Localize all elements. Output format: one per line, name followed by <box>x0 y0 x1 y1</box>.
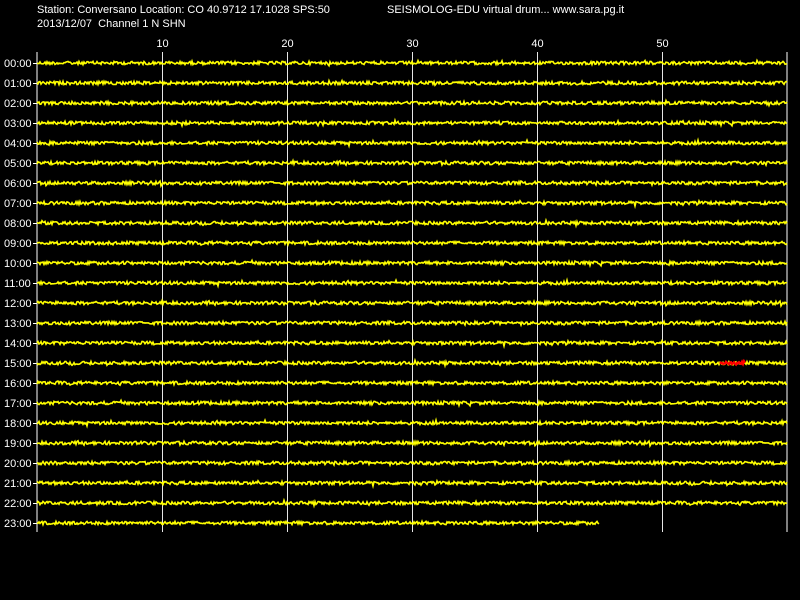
row-label-1200: 12:00 <box>4 298 32 310</box>
row-label-1500: 15:00 <box>4 358 32 370</box>
x-tick-label-30: 30 <box>406 38 418 50</box>
row-label-2200: 22:00 <box>4 498 32 510</box>
row-label-0500: 05:00 <box>4 158 32 170</box>
trace-0400 <box>36 137 788 149</box>
row-label-2300: 23:00 <box>4 518 32 530</box>
row-label-0600: 06:00 <box>4 178 32 190</box>
row-label-2000: 20:00 <box>4 458 32 470</box>
row-label-0700: 07:00 <box>4 198 32 210</box>
trace-1000 <box>36 258 788 269</box>
trace-1900 <box>36 438 788 449</box>
x-tick-label-10: 10 <box>156 38 168 50</box>
x-tick-label-40: 40 <box>531 38 543 50</box>
trace-0600 <box>36 178 788 189</box>
trace-2100 <box>36 478 788 490</box>
row-label-2100: 21:00 <box>4 478 32 490</box>
row-label-0000: 00:00 <box>4 58 32 70</box>
row-label-1700: 17:00 <box>4 398 32 410</box>
trace-0800 <box>36 217 788 229</box>
trace-2000 <box>36 459 788 468</box>
app-title: SEISMOLOG-EDU virtual drum... www.sara.p… <box>387 4 625 16</box>
trace-1300 <box>36 319 788 328</box>
x-tick-label-20: 20 <box>281 38 293 50</box>
trace-1400 <box>36 338 788 350</box>
trace-0500 <box>36 158 788 168</box>
row-label-1600: 16:00 <box>4 378 32 390</box>
station-info: Station: Conversano Location: CO 40.9712… <box>37 4 330 16</box>
row-label-0100: 01:00 <box>4 78 32 90</box>
row-label-1900: 19:00 <box>4 438 32 450</box>
trace-2300 <box>36 519 600 527</box>
trace-1500 <box>36 357 788 369</box>
row-label-0800: 08:00 <box>4 218 32 230</box>
trace-0700 <box>36 198 788 210</box>
trace-0300 <box>36 117 788 129</box>
trace-0900 <box>36 239 788 247</box>
row-label-0200: 02:00 <box>4 98 32 110</box>
event-marker-0 <box>719 358 746 367</box>
date-channel-info: 2013/12/07 Channel 1 N SHN <box>37 18 186 30</box>
row-label-1400: 14:00 <box>4 338 32 350</box>
row-label-1300: 13:00 <box>4 318 32 330</box>
trace-0200 <box>36 98 788 108</box>
trace-1700 <box>36 398 788 409</box>
trace-1100 <box>36 277 788 289</box>
trace-0000 <box>36 58 788 68</box>
trace-1200 <box>36 298 788 309</box>
row-label-0900: 09:00 <box>4 238 32 250</box>
x-tick-label-50: 50 <box>656 38 668 50</box>
row-label-1800: 18:00 <box>4 418 32 430</box>
row-label-1100: 11:00 <box>4 278 31 290</box>
trace-2200 <box>36 497 788 509</box>
row-label-0400: 04:00 <box>4 138 32 150</box>
row-label-0300: 03:00 <box>4 118 32 130</box>
trace-1800 <box>36 417 788 429</box>
trace-1600 <box>36 379 788 387</box>
row-label-1000: 10:00 <box>4 258 32 270</box>
trace-0100 <box>36 78 788 88</box>
